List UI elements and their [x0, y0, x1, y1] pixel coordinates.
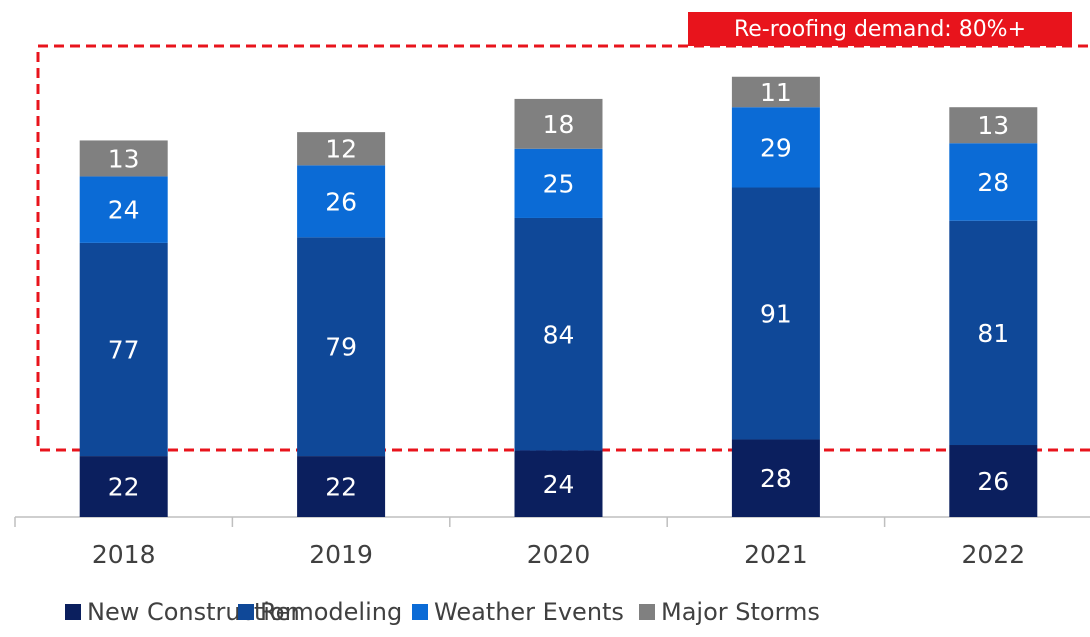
value-label: 22: [325, 473, 357, 502]
legend-label: New Construction: [87, 598, 300, 626]
legend-swatch: [639, 604, 655, 620]
x-tick-label: 2019: [309, 540, 373, 569]
bar-segment: [731, 76, 820, 108]
bar-segment: [514, 98, 603, 149]
value-label: 91: [760, 299, 792, 328]
value-label: 24: [108, 196, 140, 225]
bar-segment: [949, 445, 1038, 517]
bar-segment: [731, 187, 820, 440]
value-label: 84: [543, 320, 575, 349]
x-tick-label: 2020: [527, 540, 591, 569]
bar-segment: [514, 148, 603, 218]
value-label: 22: [108, 473, 140, 502]
value-label: 12: [325, 135, 357, 164]
value-label: 26: [977, 467, 1009, 496]
x-tick-label: 2018: [92, 540, 156, 569]
legend-swatch: [412, 604, 428, 620]
bar-segment: [297, 237, 386, 457]
bar-segment: [514, 450, 603, 517]
bar-segment: [297, 456, 386, 517]
legend-swatch: [65, 604, 81, 620]
value-label: 13: [977, 111, 1009, 140]
annotation-box: [688, 12, 1072, 46]
bar-segment: [949, 220, 1038, 446]
value-label: 24: [543, 470, 575, 499]
value-label: 11: [760, 78, 792, 107]
bar-segment: [79, 456, 168, 517]
value-label: 28: [977, 168, 1009, 197]
value-label: 28: [760, 464, 792, 493]
value-label: 26: [325, 187, 357, 216]
bar-segment: [514, 217, 603, 451]
value-label: 13: [108, 144, 140, 173]
bar-segment: [949, 107, 1038, 144]
x-tick-label: 2021: [744, 540, 808, 569]
legend-label: Remodeling: [260, 598, 402, 626]
legend-swatch: [238, 604, 254, 620]
value-label: 29: [760, 133, 792, 162]
value-label: 79: [325, 333, 357, 362]
bar-segment: [731, 107, 820, 188]
bar-segment: [297, 165, 386, 238]
bar-segment: [949, 143, 1038, 221]
bar-segment: [731, 439, 820, 517]
bar-segment: [79, 176, 168, 243]
value-label: 18: [543, 110, 575, 139]
bar-segment: [79, 140, 168, 177]
legend-label: Weather Events: [434, 598, 624, 626]
annotation: Re-roofing demand: 80%+: [734, 17, 1026, 42]
bar-segment: [297, 132, 386, 166]
bar-segment: [79, 242, 168, 457]
x-tick-label: 2022: [961, 540, 1025, 569]
value-label: 81: [977, 319, 1009, 348]
value-label: 25: [543, 169, 575, 198]
legend-label: Major Storms: [661, 598, 820, 626]
value-label: 77: [108, 335, 140, 364]
